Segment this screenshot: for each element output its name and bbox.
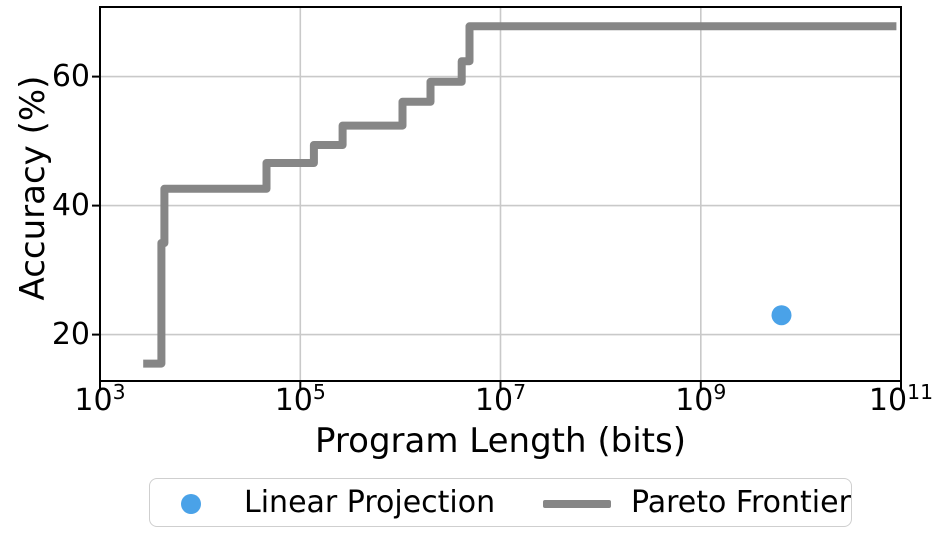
plot-border xyxy=(99,6,902,382)
x-tick-label: 105 xyxy=(274,380,326,418)
series-group xyxy=(143,22,897,368)
x-axis-title: Program Length (bits) xyxy=(315,421,686,461)
x-tick-label: 107 xyxy=(474,380,527,418)
y-tick-label: 60 xyxy=(51,58,90,94)
legend-circle-marker-icon xyxy=(181,494,201,514)
tick-marks-group xyxy=(92,75,902,389)
legend-line-marker-icon xyxy=(543,500,611,508)
y-tick-label: 40 xyxy=(51,187,90,223)
legend-label-linear-projection: Linear Projection xyxy=(244,485,496,520)
y-axis-title: Accuracy (%) xyxy=(13,75,53,301)
x-tick-label: 109 xyxy=(675,380,727,418)
x-tick-label: 103 xyxy=(74,380,126,418)
legend: Linear Projection Pareto Frontier xyxy=(149,478,852,527)
pareto-frontier-line xyxy=(143,22,897,368)
y-tick-label: 20 xyxy=(51,316,90,352)
linear-projection-point xyxy=(771,305,792,326)
x-tick-label: 1011 xyxy=(868,380,934,418)
legend-label-pareto-frontier: Pareto Frontier xyxy=(631,485,851,520)
